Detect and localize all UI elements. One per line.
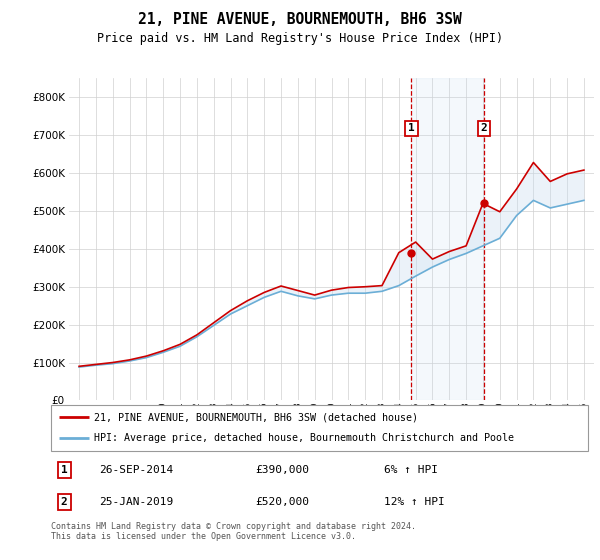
Text: 2: 2 [61, 497, 67, 507]
Text: 21, PINE AVENUE, BOURNEMOUTH, BH6 3SW: 21, PINE AVENUE, BOURNEMOUTH, BH6 3SW [138, 12, 462, 27]
Text: 21, PINE AVENUE, BOURNEMOUTH, BH6 3SW (detached house): 21, PINE AVENUE, BOURNEMOUTH, BH6 3SW (d… [94, 412, 418, 422]
Text: £520,000: £520,000 [255, 497, 309, 507]
Text: 12% ↑ HPI: 12% ↑ HPI [384, 497, 445, 507]
Bar [412, 78, 484, 400]
Text: Contains HM Land Registry data © Crown copyright and database right 2024.
This d: Contains HM Land Registry data © Crown c… [51, 522, 416, 542]
Text: 1: 1 [61, 465, 67, 475]
FancyBboxPatch shape [51, 405, 588, 451]
Text: Price paid vs. HM Land Registry's House Price Index (HPI): Price paid vs. HM Land Registry's House … [97, 32, 503, 45]
Text: 26-SEP-2014: 26-SEP-2014 [100, 465, 173, 475]
Text: 1: 1 [408, 123, 415, 133]
Text: 25-JAN-2019: 25-JAN-2019 [100, 497, 173, 507]
Text: 2: 2 [481, 123, 487, 133]
Text: 6% ↑ HPI: 6% ↑ HPI [384, 465, 438, 475]
Text: HPI: Average price, detached house, Bournemouth Christchurch and Poole: HPI: Average price, detached house, Bour… [94, 433, 514, 444]
Text: £390,000: £390,000 [255, 465, 309, 475]
